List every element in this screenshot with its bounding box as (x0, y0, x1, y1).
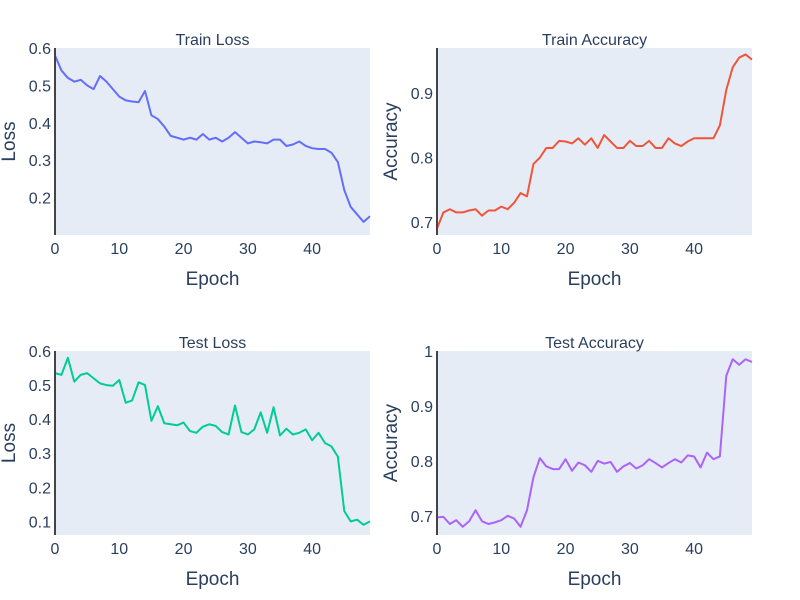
x-axis-title: Epoch (568, 269, 622, 290)
y-tick-label: 1 (424, 344, 433, 361)
x-tick-label: 40 (685, 541, 703, 558)
subplot-test-loss: Test Loss 0 10 20 30 40 0.1 0.2 0.3 0.4 0.5 0.6 Ep… (0, 335, 371, 590)
x-tick-label: 20 (557, 541, 575, 558)
x-tick-label: 30 (239, 541, 257, 558)
x-axis-title: Epoch (186, 269, 240, 290)
series-line (436, 358, 753, 528)
y-axis-title: Loss (0, 121, 20, 161)
y-tick-label: 0.8 (411, 151, 433, 168)
subplot-title: Test Accuracy (545, 335, 644, 352)
y-axis-title: Loss (0, 423, 20, 463)
y-tick-label: 0.3 (29, 153, 51, 170)
y-tick-label: 0.7 (411, 509, 433, 526)
y-tick-label: 0.2 (29, 191, 51, 208)
subplot-title: Test Loss (179, 335, 247, 352)
series-line (54, 55, 371, 223)
y-axis-title: Accuracy (381, 403, 402, 482)
x-tick-label: 10 (110, 541, 128, 558)
x-tick-label: 20 (175, 241, 193, 258)
y-tick-label: 0.8 (411, 454, 433, 471)
x-tick-label: 0 (51, 241, 60, 258)
x-axis-title: Epoch (186, 569, 240, 590)
plot-background (55, 351, 370, 535)
y-tick-label: 0.9 (411, 399, 433, 416)
x-tick-label: 30 (621, 541, 639, 558)
x-tick-label: 30 (239, 241, 257, 258)
x-tick-label: 40 (303, 541, 321, 558)
subplot-test-accuracy: Test Accuracy 0 10 20 30 400.70.80.91 Epoch … (381, 335, 753, 590)
subplot-train-loss: Train Loss 0 10 20 30 40 0.2 0.3 0.4 0.5 0.6 Epoc… (0, 32, 371, 290)
plot-background (55, 48, 370, 235)
x-tick-label: 0 (433, 241, 442, 258)
y-tick-label: 0.5 (29, 78, 51, 95)
y-tick-label: 0.6 (29, 344, 51, 361)
x-tick-label: 40 (303, 241, 321, 258)
y-tick-label: 0.9 (411, 86, 433, 103)
series-line (54, 356, 371, 526)
series-line (436, 53, 753, 229)
x-tick-label: 0 (433, 541, 442, 558)
x-tick-label: 20 (557, 241, 575, 258)
x-tick-label: 40 (685, 241, 703, 258)
x-tick-label: 10 (492, 541, 510, 558)
y-tick-label: 0.4 (29, 116, 51, 133)
y-tick-label: 0.7 (411, 215, 433, 232)
x-tick-label: 10 (110, 241, 128, 258)
x-axis-title: Epoch (568, 569, 622, 590)
y-tick-label: 0.4 (29, 412, 51, 429)
x-tick-label: 10 (492, 241, 510, 258)
y-tick-label: 0.1 (29, 514, 51, 531)
y-axis-title: Accuracy (381, 102, 402, 181)
y-tick-label: 0.5 (29, 378, 51, 395)
x-tick-label: 0 (51, 541, 60, 558)
subplot-train-accuracy: Train Accuracy 0 10 20 30 400.70.80.9 Epoch … (381, 32, 753, 290)
y-tick-label: 0.3 (29, 446, 51, 463)
subplot-title: Train Loss (175, 32, 249, 49)
x-tick-label: 20 (175, 541, 193, 558)
y-tick-label: 0.6 (29, 41, 51, 58)
x-tick-label: 30 (621, 241, 639, 258)
plot-background (437, 351, 752, 535)
subplot-title: Train Accuracy (542, 32, 647, 49)
y-tick-label: 0.2 (29, 480, 51, 497)
